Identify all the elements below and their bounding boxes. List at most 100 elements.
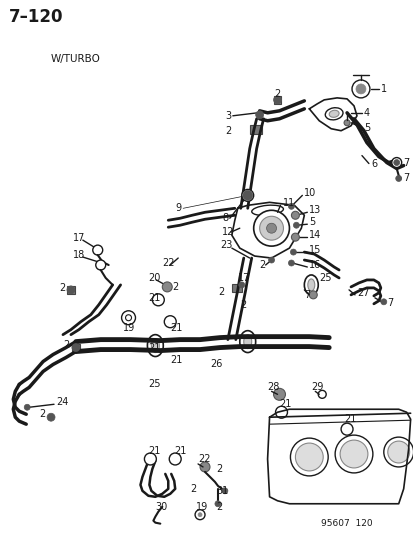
Text: 7: 7 [403, 158, 409, 167]
Text: 2: 2 [274, 89, 280, 99]
Text: 25: 25 [318, 273, 331, 283]
Ellipse shape [290, 438, 328, 476]
Circle shape [259, 216, 283, 240]
Text: 2: 2 [63, 340, 69, 350]
Circle shape [67, 286, 75, 294]
Text: 23: 23 [219, 240, 232, 250]
Text: 7: 7 [403, 173, 409, 183]
Circle shape [164, 316, 176, 328]
Ellipse shape [387, 441, 408, 463]
Text: 21: 21 [148, 293, 160, 303]
Text: 19: 19 [122, 322, 135, 333]
Text: 21: 21 [279, 399, 291, 409]
Text: 15: 15 [309, 245, 321, 255]
Text: 3: 3 [224, 111, 230, 121]
Ellipse shape [295, 443, 323, 471]
Circle shape [293, 222, 299, 228]
Text: 4: 4 [363, 108, 369, 118]
Text: 22: 22 [162, 258, 174, 268]
Circle shape [275, 406, 287, 418]
Ellipse shape [239, 330, 255, 352]
Circle shape [255, 111, 263, 119]
Circle shape [291, 233, 299, 241]
Text: 22: 22 [197, 454, 210, 464]
Circle shape [214, 501, 221, 507]
Bar [273, 96, 281, 104]
Text: 20: 20 [148, 273, 160, 283]
Ellipse shape [328, 110, 338, 117]
Text: 2: 2 [224, 126, 230, 136]
Text: W/TURBO: W/TURBO [51, 54, 101, 64]
Ellipse shape [325, 108, 342, 120]
Text: 14: 14 [309, 230, 321, 240]
Text: 1: 1 [380, 84, 386, 94]
Text: 24: 24 [56, 397, 68, 407]
Circle shape [95, 260, 105, 270]
Bar [72, 344, 80, 352]
Circle shape [169, 453, 181, 465]
Ellipse shape [304, 275, 318, 295]
Circle shape [93, 245, 102, 255]
Ellipse shape [335, 435, 372, 473]
Circle shape [290, 249, 296, 255]
Text: 9: 9 [175, 203, 181, 213]
Text: 10: 10 [304, 188, 316, 198]
Circle shape [380, 299, 386, 305]
Text: 2: 2 [239, 300, 245, 310]
Text: 25: 25 [148, 379, 161, 390]
Ellipse shape [383, 437, 413, 467]
Text: 5: 5 [309, 217, 315, 227]
Text: 19: 19 [196, 502, 208, 512]
Circle shape [355, 84, 365, 94]
Text: 8: 8 [221, 213, 228, 223]
Circle shape [288, 260, 294, 266]
Text: 2: 2 [217, 287, 223, 297]
Circle shape [144, 453, 156, 465]
Circle shape [288, 203, 294, 209]
Circle shape [197, 513, 202, 516]
Circle shape [195, 510, 204, 520]
Circle shape [266, 223, 276, 233]
Text: 6: 6 [370, 158, 376, 168]
Ellipse shape [251, 205, 283, 215]
Ellipse shape [151, 338, 159, 352]
Text: 2: 2 [216, 464, 222, 474]
Bar [249, 125, 261, 134]
Text: 7: 7 [386, 298, 392, 308]
Circle shape [199, 462, 209, 472]
Circle shape [273, 96, 281, 104]
Text: 11: 11 [282, 198, 294, 208]
Bar [231, 284, 241, 292]
Ellipse shape [243, 335, 251, 349]
Text: 2: 2 [172, 282, 178, 292]
Text: 17: 17 [73, 233, 85, 243]
Text: 21: 21 [170, 322, 182, 333]
Text: 2: 2 [216, 502, 222, 512]
Circle shape [273, 389, 285, 400]
Text: 5: 5 [363, 123, 369, 133]
Text: 29: 29 [311, 382, 323, 392]
Text: 16: 16 [309, 260, 321, 270]
Text: 27: 27 [356, 288, 368, 298]
Bar [67, 286, 75, 294]
Text: 7–120: 7–120 [9, 9, 64, 26]
Text: 95607  120: 95607 120 [320, 519, 372, 528]
Text: 21: 21 [170, 354, 182, 365]
Text: 31: 31 [216, 486, 228, 496]
Text: 26: 26 [209, 359, 222, 369]
Circle shape [24, 404, 30, 410]
Circle shape [221, 488, 227, 494]
Ellipse shape [339, 440, 367, 468]
Text: 7: 7 [304, 290, 310, 300]
Text: 13: 13 [309, 205, 321, 215]
Circle shape [152, 294, 164, 306]
Text: 2: 2 [190, 484, 196, 494]
Circle shape [291, 211, 299, 219]
Text: 21: 21 [174, 446, 186, 456]
Circle shape [241, 189, 253, 201]
Circle shape [47, 413, 55, 421]
Text: 30: 30 [155, 502, 167, 512]
Text: 21: 21 [148, 446, 160, 456]
Text: 2: 2 [59, 283, 65, 293]
Ellipse shape [147, 335, 163, 357]
